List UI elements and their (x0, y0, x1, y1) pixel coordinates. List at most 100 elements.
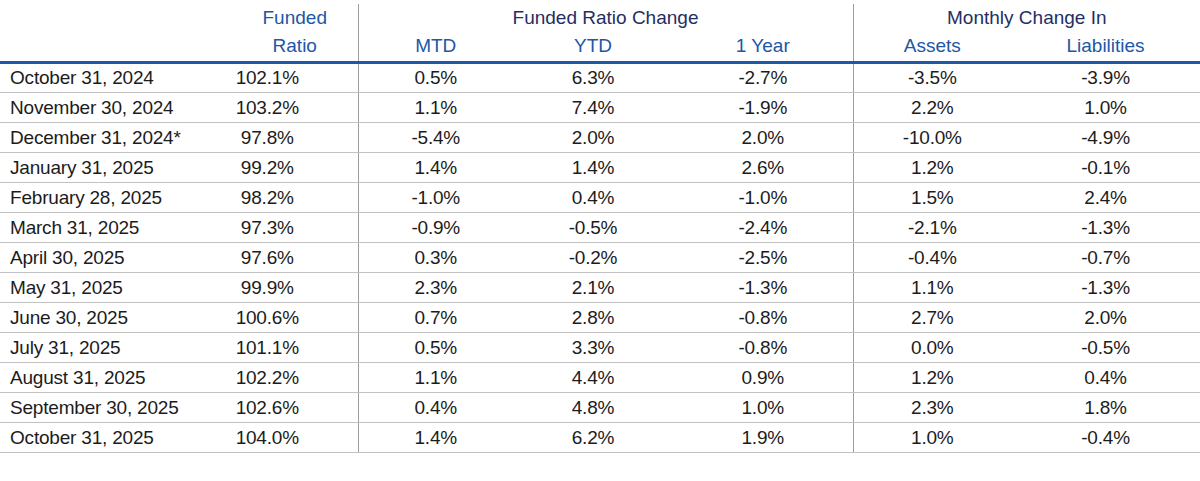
ytd-cell: -0.2% (513, 243, 673, 273)
funded-ratio-cell: 102.1% (232, 63, 358, 93)
ytd-cell: 6.2% (513, 423, 673, 453)
ytd-cell: 2.8% (513, 303, 673, 333)
ytd-cell: -0.5% (513, 213, 673, 243)
table-row: August 31, 2025 102.2% 1.1% 4.4% 0.9% 1.… (0, 363, 1200, 393)
assets-cell: 1.2% (853, 363, 1011, 393)
one-year-cell: 1.0% (673, 393, 853, 423)
ytd-cell: 1.4% (513, 153, 673, 183)
header-date-spacer (0, 4, 232, 33)
assets-cell: 2.2% (853, 93, 1011, 123)
table-header: Funded Funded Ratio Change Monthly Chang… (0, 4, 1200, 63)
one-year-cell: 2.6% (673, 153, 853, 183)
table-row: September 30, 2025 102.6% 0.4% 4.8% 1.0%… (0, 393, 1200, 423)
date-cell: September 30, 2025 (0, 393, 232, 423)
header-one-year: 1 Year (673, 33, 853, 63)
one-year-cell: -1.3% (673, 273, 853, 303)
funded-ratio-cell: 97.8% (232, 123, 358, 153)
mtd-cell: 0.5% (358, 333, 513, 363)
one-year-cell: 1.9% (673, 423, 853, 453)
date-cell: February 28, 2025 (0, 183, 232, 213)
funded-ratio-cell: 97.6% (232, 243, 358, 273)
liabilities-cell: -1.3% (1011, 213, 1200, 243)
liabilities-cell: -0.7% (1011, 243, 1200, 273)
date-cell: October 31, 2025 (0, 423, 232, 453)
mtd-cell: -1.0% (358, 183, 513, 213)
mtd-cell: 0.3% (358, 243, 513, 273)
table-row: May 31, 2025 99.9% 2.3% 2.1% -1.3% 1.1% … (0, 273, 1200, 303)
one-year-cell: -1.0% (673, 183, 853, 213)
one-year-cell: 2.0% (673, 123, 853, 153)
assets-cell: -2.1% (853, 213, 1011, 243)
assets-cell: -0.4% (853, 243, 1011, 273)
assets-cell: 1.0% (853, 423, 1011, 453)
header-date-spacer (0, 33, 232, 63)
date-cell: April 30, 2025 (0, 243, 232, 273)
table-row: October 31, 2025 104.0% 1.4% 6.2% 1.9% 1… (0, 423, 1200, 453)
date-cell: November 30, 2024 (0, 93, 232, 123)
mtd-cell: -0.9% (358, 213, 513, 243)
date-cell: August 31, 2025 (0, 363, 232, 393)
table-row: December 31, 2024* 97.8% -5.4% 2.0% 2.0%… (0, 123, 1200, 153)
funded-ratio-cell: 104.0% (232, 423, 358, 453)
liabilities-cell: 2.4% (1011, 183, 1200, 213)
assets-cell: 1.1% (853, 273, 1011, 303)
funded-ratio-cell: 102.6% (232, 393, 358, 423)
one-year-cell: -2.5% (673, 243, 853, 273)
table-row: January 31, 2025 99.2% 1.4% 1.4% 2.6% 1.… (0, 153, 1200, 183)
ytd-cell: 6.3% (513, 63, 673, 93)
one-year-cell: -0.8% (673, 333, 853, 363)
funded-ratio-cell: 99.9% (232, 273, 358, 303)
funded-ratio-table: Funded Funded Ratio Change Monthly Chang… (0, 4, 1200, 453)
liabilities-cell: -0.1% (1011, 153, 1200, 183)
liabilities-cell: -0.4% (1011, 423, 1200, 453)
mtd-cell: -5.4% (358, 123, 513, 153)
ytd-cell: 7.4% (513, 93, 673, 123)
table-row: November 30, 2024 103.2% 1.1% 7.4% -1.9%… (0, 93, 1200, 123)
mtd-cell: 2.3% (358, 273, 513, 303)
one-year-cell: -0.8% (673, 303, 853, 333)
liabilities-cell: 1.8% (1011, 393, 1200, 423)
header-assets: Assets (853, 33, 1011, 63)
table-body: October 31, 2024 102.1% 0.5% 6.3% -2.7% … (0, 63, 1200, 453)
liabilities-cell: 2.0% (1011, 303, 1200, 333)
header-funded-line1: Funded (232, 4, 358, 33)
assets-cell: 2.7% (853, 303, 1011, 333)
mtd-cell: 1.1% (358, 363, 513, 393)
ytd-cell: 4.8% (513, 393, 673, 423)
funded-ratio-cell: 101.1% (232, 333, 358, 363)
ytd-cell: 0.4% (513, 183, 673, 213)
table-row: October 31, 2024 102.1% 0.5% 6.3% -2.7% … (0, 63, 1200, 93)
funded-ratio-report-page: Funded Funded Ratio Change Monthly Chang… (0, 0, 1200, 481)
date-cell: December 31, 2024* (0, 123, 232, 153)
one-year-cell: -1.9% (673, 93, 853, 123)
table-row: March 31, 2025 97.3% -0.9% -0.5% -2.4% -… (0, 213, 1200, 243)
assets-cell: 1.5% (853, 183, 1011, 213)
table-row: June 30, 2025 100.6% 0.7% 2.8% -0.8% 2.7… (0, 303, 1200, 333)
liabilities-cell: -4.9% (1011, 123, 1200, 153)
assets-cell: -3.5% (853, 63, 1011, 93)
ytd-cell: 3.3% (513, 333, 673, 363)
header-group-funded-ratio-change: Funded Ratio Change (358, 4, 853, 33)
liabilities-cell: 1.0% (1011, 93, 1200, 123)
date-cell: June 30, 2025 (0, 303, 232, 333)
mtd-cell: 1.4% (358, 153, 513, 183)
date-cell: October 31, 2024 (0, 63, 232, 93)
mtd-cell: 1.1% (358, 93, 513, 123)
table-row: July 31, 2025 101.1% 0.5% 3.3% -0.8% 0.0… (0, 333, 1200, 363)
header-group-row: Funded Funded Ratio Change Monthly Chang… (0, 4, 1200, 33)
header-ytd: YTD (513, 33, 673, 63)
date-cell: March 31, 2025 (0, 213, 232, 243)
funded-ratio-cell: 102.2% (232, 363, 358, 393)
ytd-cell: 4.4% (513, 363, 673, 393)
funded-ratio-cell: 100.6% (232, 303, 358, 333)
mtd-cell: 0.5% (358, 63, 513, 93)
header-funded-line2: Ratio (232, 33, 358, 63)
mtd-cell: 1.4% (358, 423, 513, 453)
liabilities-cell: -0.5% (1011, 333, 1200, 363)
funded-ratio-cell: 99.2% (232, 153, 358, 183)
date-cell: May 31, 2025 (0, 273, 232, 303)
liabilities-cell: 0.4% (1011, 363, 1200, 393)
funded-ratio-cell: 97.3% (232, 213, 358, 243)
funded-ratio-cell: 98.2% (232, 183, 358, 213)
header-group-monthly-change-in: Monthly Change In (853, 4, 1200, 33)
